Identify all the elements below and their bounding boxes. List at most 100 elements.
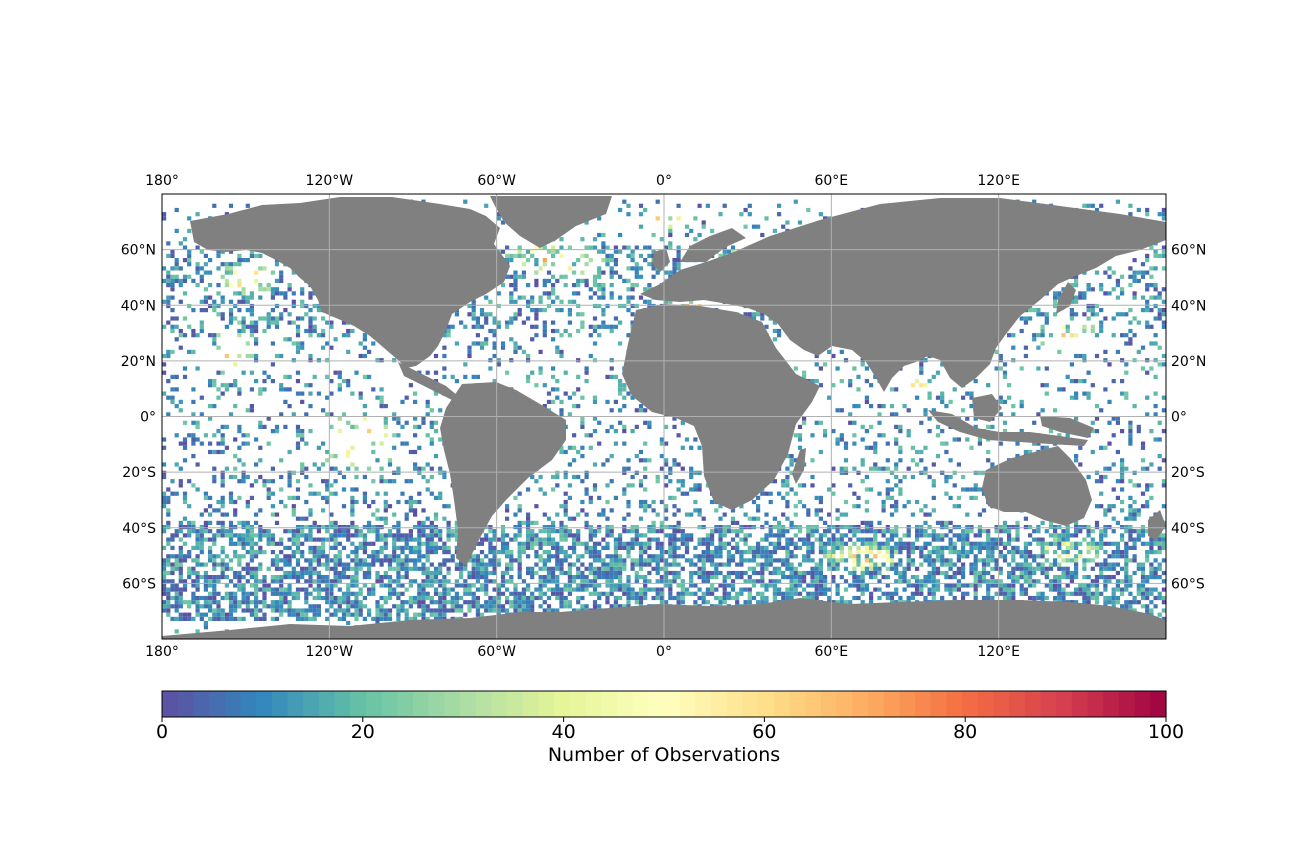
obs-cell-4861 [940,550,945,555]
obs-cell-3118 [785,466,790,471]
obs-cell-2673 [1157,420,1162,425]
obs-cell-2068 [492,353,497,359]
obs-cell-17 [484,203,489,208]
obs-cell-833 [505,274,510,279]
obs-cell-3716 [563,512,568,517]
obs-cell-3564 [894,499,899,505]
obs-cell-4582 [1086,541,1091,546]
obs-cell-2819 [220,437,225,442]
obs-cell-2968 [986,449,991,455]
obs-cell-2648 [597,420,602,425]
obs-cell-2451 [1161,395,1166,400]
obs-cell-2367 [1103,387,1108,392]
obs-cell-88 [1128,212,1133,217]
obs-cell-2753 [906,429,911,434]
obs-cell-2718 [973,424,978,429]
obs-cell-4872 [1007,550,1012,555]
obs-cell-4472 [429,541,434,546]
obs-cell-2095 [316,358,321,363]
obs-cell-420 [1161,249,1166,254]
obs-cell-844 [618,274,623,279]
obs-cell-458 [638,253,644,258]
obs-cell-4198 [450,533,455,538]
obs-cell-1472 [1090,308,1095,313]
obs-cell-4463 [362,541,367,546]
obs-cell-2361 [856,387,861,392]
obs-cell-2050 [1103,349,1108,354]
obs-cell-3197 [220,474,225,480]
obs-cell-2593 [1153,412,1158,417]
obs-cell-3649 [350,508,355,513]
obs-cell-695 [651,266,656,271]
obs-cell-2143 [860,362,865,367]
obs-cell-2106 [592,358,598,363]
obs-cell-3299 [785,479,790,484]
obs-cell-4065 [605,529,610,534]
obs-cell-3820 [521,520,526,525]
obs-cell-4494 [580,541,585,546]
obs-cell-4810 [597,550,602,555]
obs-cell-2910 [392,445,397,450]
obs-cell-2822 [300,437,305,442]
obs-cell-3510 [956,495,961,500]
obs-cell-3557 [768,499,773,505]
obs-cell-2107 [609,358,614,363]
obs-cell-3693 [199,512,204,517]
obs-cell-3082 [1149,462,1154,467]
obs-cell-1958 [254,341,259,346]
obs-cell-2907 [295,445,301,450]
obs-cell-2063 [358,353,363,359]
obs-cell-1957 [245,341,250,346]
obs-cell-2493 [379,404,384,409]
obs-cell-1412 [199,308,204,313]
obs-cell-3141 [1103,466,1108,471]
obs-cell-135 [584,220,589,225]
obs-cell-3423 [270,491,275,496]
obs-cell-2336 [224,387,229,392]
obs-cell-3675 [835,508,840,513]
obs-cell-4898 [178,554,183,559]
obs-cell-253 [668,241,673,246]
obs-cell-3240 [944,474,949,480]
obs-cell-1419 [270,308,275,313]
obs-cell-3068 [873,462,878,467]
obs-cell-4718 [935,545,941,550]
obs-cell-1641 [308,320,313,325]
obs-cell-4894 [1157,550,1162,555]
obs-cell-3477 [295,495,301,500]
obs-cell-4982 [751,554,757,559]
obs-cell-3689 [1128,508,1133,513]
obs-cell-4874 [1015,550,1020,555]
obs-cell-1109 [1111,287,1116,292]
obs-cell-2959 [638,449,644,455]
obs-cell-4221 [618,533,623,538]
obs-cell-4347 [509,537,514,542]
obs-cell-2453 [178,399,183,404]
obs-cell-40 [1099,203,1104,208]
obs-cell-1711 [241,324,246,329]
obs-cell-4178 [350,533,355,538]
obs-cell-3709 [433,512,439,517]
obs-cell-3388 [693,487,698,492]
obs-cell-694 [638,266,644,271]
obs-cell-4394 [831,537,836,542]
obs-cell-3860 [203,525,208,530]
obs-cell-3276 [408,479,413,484]
obs-cell-3251 [1099,474,1104,480]
obs-cell-620 [572,262,577,267]
obs-cell-2023 [187,349,192,354]
obs-cell-4273 [1007,533,1012,538]
obs-cell-4616 [329,545,334,550]
obs-cell-3463 [1099,491,1104,496]
obs-cell-2000 [513,345,518,350]
obs-cell-2296 [228,383,234,388]
obs-cell-3284 [534,479,539,484]
obs-cell-4971 [680,554,685,559]
obs-cell-3320 [249,483,254,488]
obs-cell-3264 [270,479,275,484]
obs-cell-3183 [940,470,945,475]
obs-cell-3256 [187,479,192,484]
obs-cell-530 [534,258,539,263]
obs-cell-1539 [1044,312,1049,317]
obs-cell-2724 [1128,424,1133,429]
